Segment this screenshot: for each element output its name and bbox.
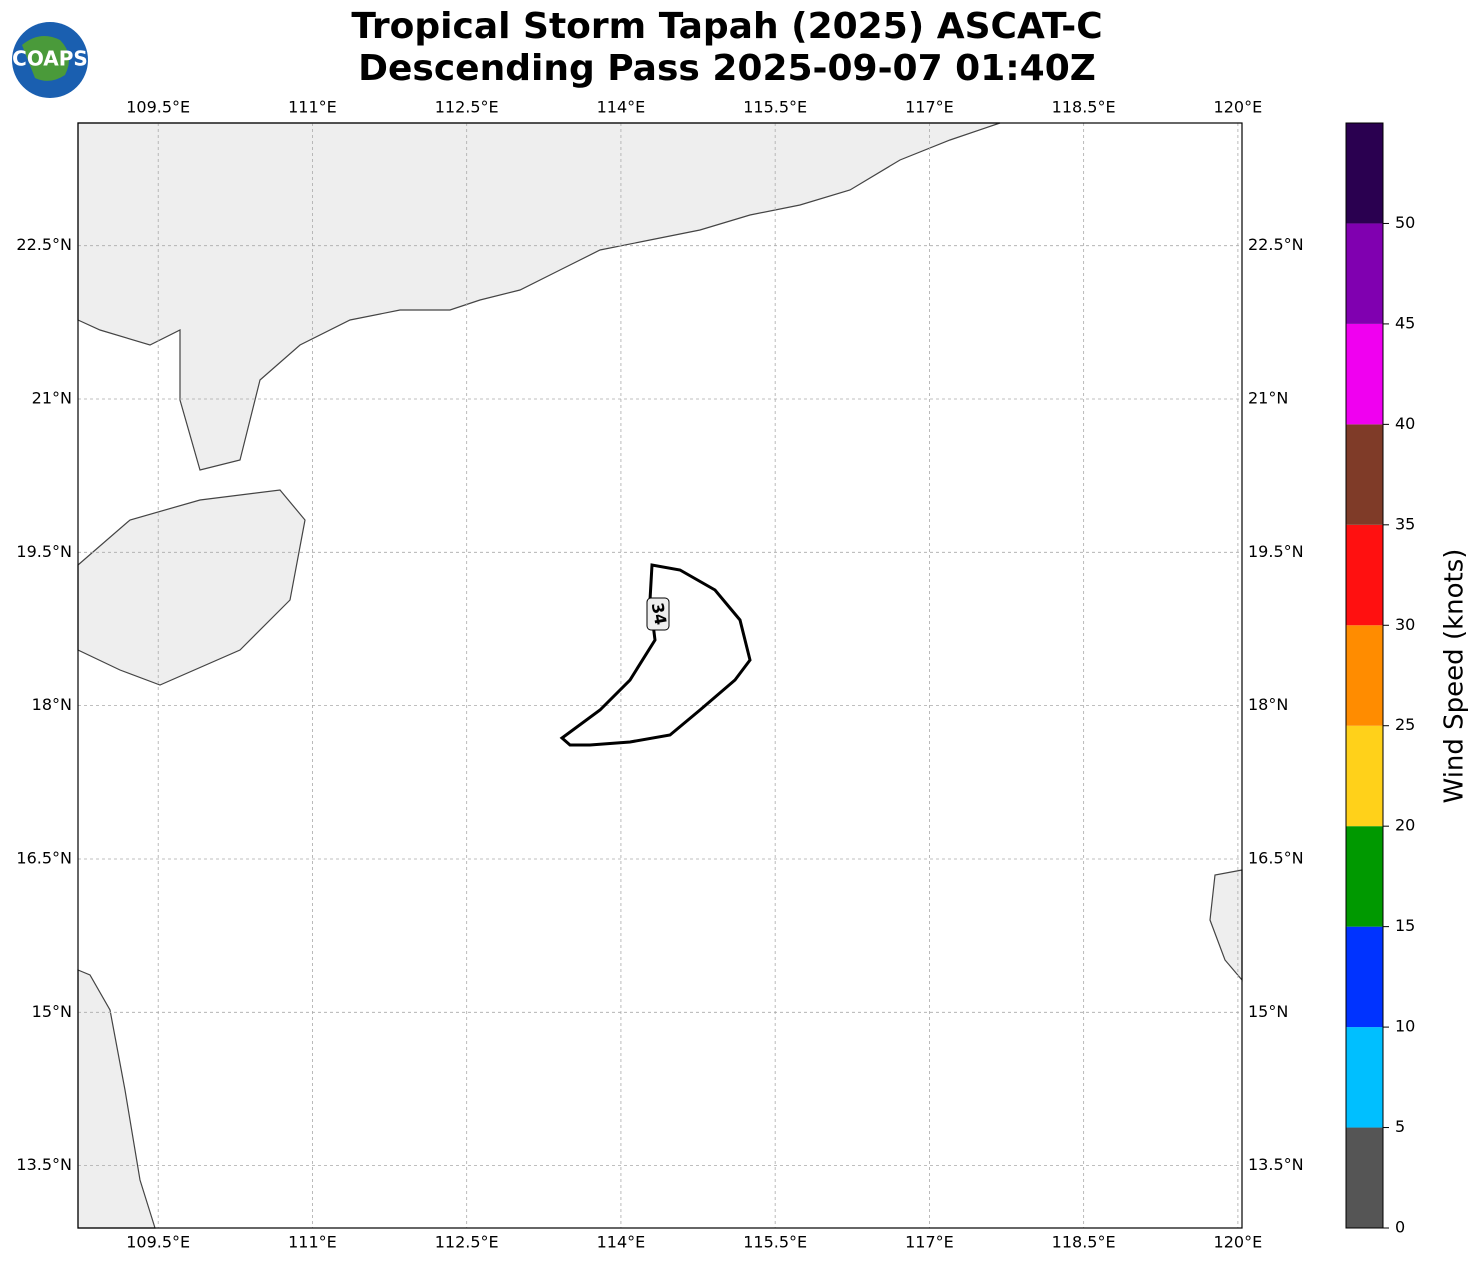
x-tick-label: 111°E [288, 1233, 337, 1252]
colorbar-band [1346, 524, 1383, 626]
y-tick-label: 18°N [1248, 695, 1288, 714]
colorbar-band [1346, 1127, 1383, 1228]
y-tick-label: 19.5°N [16, 542, 72, 561]
x-tick-label: 111°E [288, 98, 337, 117]
x-tick-label: 120°E [1214, 98, 1263, 117]
colorbar-tick-label: 40 [1395, 414, 1415, 433]
title: Tropical Storm Tapah (2025) ASCAT-C [351, 6, 1102, 47]
y-tick-label: 16.5°N [16, 848, 72, 867]
colorbar-tick-label: 10 [1395, 1017, 1415, 1036]
land-china [77, 122, 1001, 471]
colorbar-band [1346, 323, 1383, 425]
colorbar-tick-label: 5 [1395, 1117, 1405, 1136]
y-tick-label: 15°N [32, 1002, 72, 1021]
y-tick-label: 13.5°N [16, 1155, 72, 1174]
y-tick-label: 15°N [1248, 1002, 1288, 1021]
x-tick-label: 112.5°E [435, 1233, 499, 1252]
x-tick-label: 117°E [905, 98, 954, 117]
colorbar-tick-label: 25 [1395, 715, 1415, 734]
colorbar-tick-label: 35 [1395, 514, 1415, 533]
colorbar-tick-label: 30 [1395, 615, 1415, 634]
colorbar-band [1346, 1027, 1383, 1128]
y-tick-label: 18°N [32, 695, 72, 714]
colorbar-tick-label: 0 [1395, 1218, 1405, 1237]
x-tick-label: 112.5°E [435, 98, 499, 117]
map-frame [77, 122, 1243, 1229]
x-tick-label: 115.5°E [743, 1233, 807, 1252]
land-hainan [77, 489, 306, 686]
colorbar: 0 5 10 15 20 25 30 35 40 45 50 [1345, 122, 1415, 1237]
contour-label: 34 [648, 601, 671, 626]
logo-land [22, 36, 69, 81]
colorbar-band [1346, 223, 1383, 324]
x-tick-label: 114°E [597, 98, 646, 117]
grid [78, 123, 1242, 1228]
y-tick-label: 21°N [32, 388, 72, 407]
colorbar-band [1346, 625, 1383, 726]
x-tick-label: 114°E [597, 1233, 646, 1252]
colorbar-tick-label: 20 [1395, 816, 1415, 835]
title: Descending Pass 2025-09-07 01:40Z [358, 48, 1096, 89]
contour-34kt [559, 563, 752, 747]
x-tick-label: 117°E [905, 1233, 954, 1252]
colorbar-tick-label: 15 [1395, 916, 1415, 935]
y-tick-label: 13.5°N [1248, 1155, 1304, 1174]
colorbar-band [1346, 424, 1383, 525]
colorbar-band [1346, 926, 1383, 1028]
contour-label-box [646, 597, 670, 631]
colorbar-tick-label: 50 [1395, 213, 1415, 232]
x-tick-label: 109.5°E [126, 1233, 190, 1252]
y-tick-label: 16.5°N [1248, 848, 1304, 867]
colorbar-band [1346, 725, 1383, 827]
colorbar-frame [1345, 122, 1384, 1229]
x-tick-label: 118.5°E [1052, 98, 1116, 117]
map: 34 [77, 122, 1243, 1229]
y-tick-label: 21°N [1248, 388, 1288, 407]
colorbar-band [1346, 123, 1383, 224]
x-tick-label: 120°E [1214, 1233, 1263, 1252]
y-tick-label: 19.5°N [1248, 542, 1304, 561]
y-tick-label: 22.5°N [16, 235, 72, 254]
x-tick-label: 115.5°E [743, 98, 807, 117]
x-tick-label: 118.5°E [1052, 1233, 1116, 1252]
x-tick-label: 109.5°E [126, 98, 190, 117]
logo-text: COAPS [12, 47, 88, 71]
colorbar-band [1346, 826, 1383, 927]
y-tick-label: 22.5°N [1248, 235, 1304, 254]
colorbar-label: Wind Speed (knots) [1440, 549, 1470, 804]
colorbar-tick-label: 45 [1395, 313, 1415, 332]
